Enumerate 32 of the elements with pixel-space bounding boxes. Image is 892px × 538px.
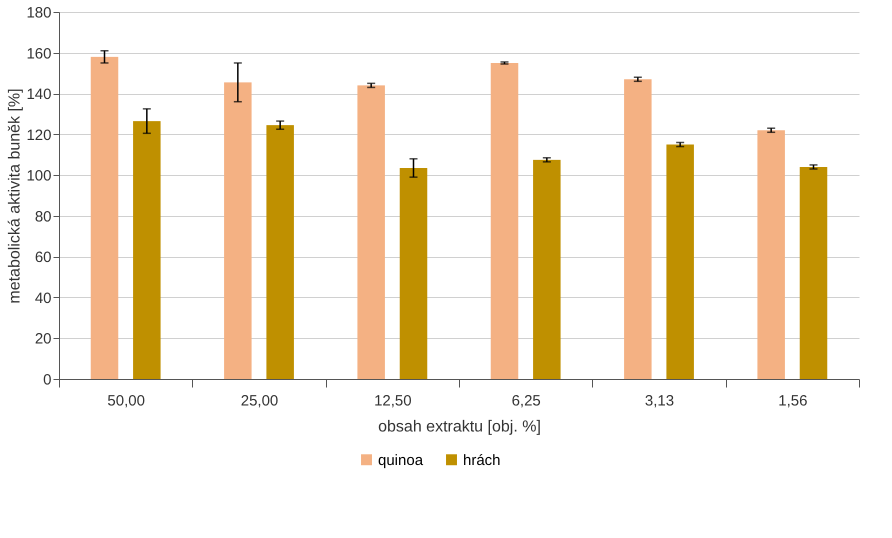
x-tick-label: 3,13 bbox=[644, 392, 674, 410]
y-tick-label: 20 bbox=[34, 330, 52, 348]
bar bbox=[757, 130, 785, 379]
y-tick-label: 140 bbox=[26, 86, 52, 104]
bar bbox=[224, 82, 252, 379]
legend-label: hrách bbox=[463, 452, 501, 469]
y-tick-label: 80 bbox=[34, 208, 52, 226]
bar bbox=[533, 160, 561, 379]
x-tick-label: 6,25 bbox=[512, 392, 541, 410]
x-tick-label: 50,00 bbox=[107, 392, 145, 410]
bar bbox=[90, 56, 118, 379]
bar bbox=[357, 85, 385, 379]
x-tick-label: 25,00 bbox=[240, 392, 278, 410]
x-tick-label: 1,56 bbox=[778, 392, 808, 410]
y-tick-label: 120 bbox=[26, 126, 52, 144]
bar bbox=[624, 79, 652, 379]
bar bbox=[133, 121, 161, 379]
legend-label: quinoa bbox=[378, 452, 424, 469]
y-tick-label: 60 bbox=[34, 249, 52, 266]
x-axis-title: obsah extraktu [obj. %] bbox=[378, 418, 541, 436]
y-tick-label: 160 bbox=[26, 45, 52, 62]
y-tick-label: 100 bbox=[26, 168, 52, 185]
bar bbox=[800, 166, 828, 379]
bar bbox=[266, 125, 294, 379]
x-tick-label: 12,50 bbox=[374, 392, 412, 410]
bar bbox=[400, 168, 428, 379]
bar bbox=[666, 144, 694, 379]
y-tick-label: 0 bbox=[43, 372, 52, 388]
bar bbox=[490, 62, 518, 379]
y-tick-label: 180 bbox=[26, 4, 52, 22]
y-tick-label: 40 bbox=[34, 290, 52, 307]
y-axis-title: metabolická aktivita buněk [%] bbox=[6, 88, 24, 304]
